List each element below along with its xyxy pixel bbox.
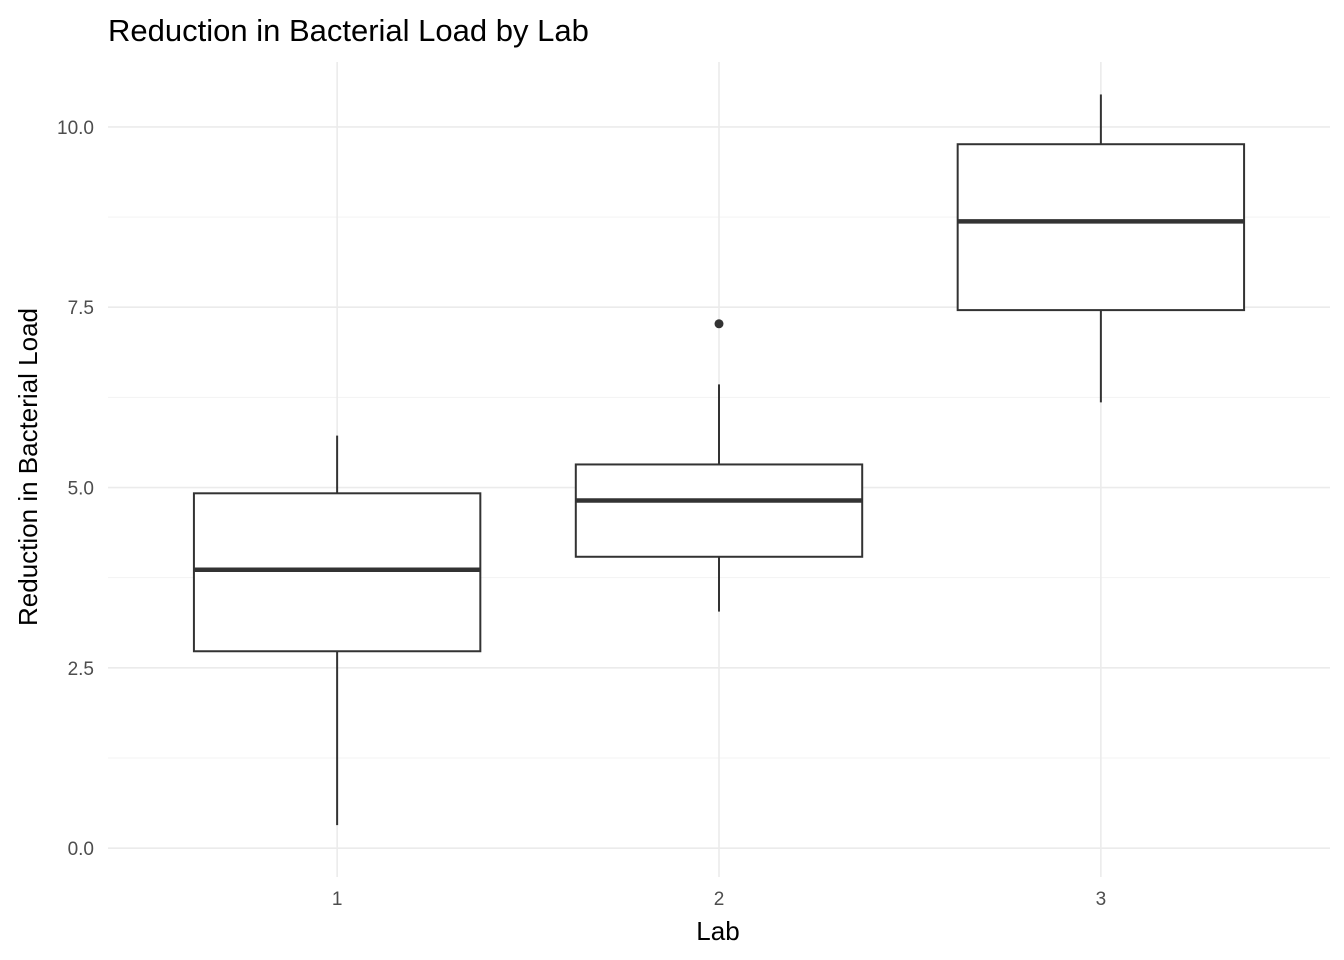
x-tick-label: 2 <box>714 889 725 910</box>
y-axis-ticks: 0.0 2.5 5.0 7.5 10.0 <box>57 118 94 860</box>
chart-title: Reduction in Bacterial Load by Lab <box>108 13 589 48</box>
box-iqr <box>956 143 1246 312</box>
y-tick-label: 2.5 <box>68 659 94 680</box>
x-axis-title: Lab <box>696 916 739 946</box>
box-group-lab-1 <box>192 435 482 826</box>
boxes-layer <box>192 94 1246 826</box>
x-tick-label: 1 <box>332 889 343 910</box>
box-iqr <box>192 492 482 653</box>
outlier-point <box>714 319 724 329</box>
box-group-lab-2 <box>574 319 864 612</box>
y-tick-label: 7.5 <box>68 298 94 319</box>
box-iqr <box>574 463 864 558</box>
x-tick-label: 3 <box>1096 889 1107 910</box>
x-axis-ticks: 1 2 3 <box>332 889 1106 910</box>
box-group-lab-3 <box>956 94 1246 403</box>
y-axis-title: Reduction in Bacterial Load <box>13 308 43 626</box>
y-tick-label: 10.0 <box>57 118 94 139</box>
y-tick-label: 0.0 <box>68 839 94 860</box>
y-tick-label: 5.0 <box>68 479 94 500</box>
